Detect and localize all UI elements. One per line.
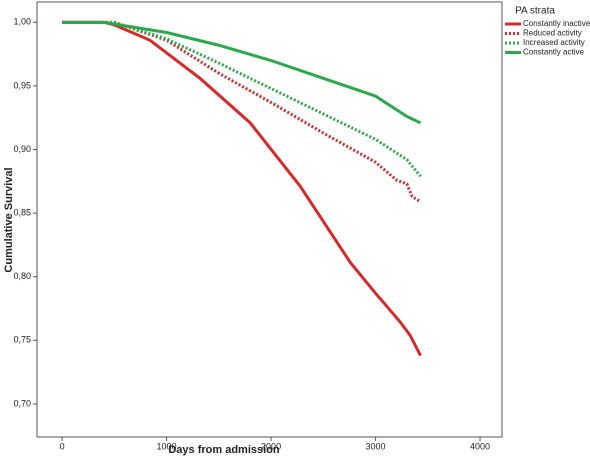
y-tick-label: 0,85: [13, 208, 31, 218]
y-tick-label: 1,00: [13, 17, 31, 27]
x-tick-label: 3000: [366, 441, 386, 451]
y-tick-label: 0,80: [13, 271, 31, 281]
x-tick-label: 0: [60, 441, 65, 451]
y-tick-label: 0,75: [13, 335, 31, 345]
y-tick-label: 0,70: [13, 398, 31, 408]
x-tick-label: 1000: [157, 441, 177, 451]
y-tick-label: 0,90: [13, 144, 31, 154]
legend-label: Increased activity: [523, 38, 585, 47]
x-tick-label: 2000: [261, 441, 281, 451]
survival-line: [62, 20, 422, 125]
legend-label: Reduced activity: [523, 29, 582, 38]
legend-label: Constantly active: [523, 48, 584, 57]
y-tick-label: 0,95: [13, 80, 31, 90]
x-axis-label: Days from admission: [168, 444, 280, 456]
plot-frame: [36, 1, 503, 438]
x-tick-label: 4000: [470, 441, 490, 451]
y-axis-label: Cumulative Survival: [3, 167, 15, 272]
legend-title: PA strata: [515, 6, 555, 17]
legend-label: Constantly inactive: [523, 19, 590, 28]
